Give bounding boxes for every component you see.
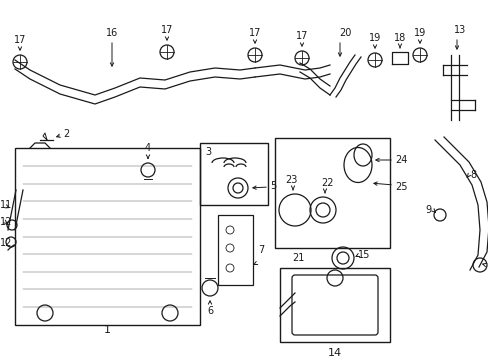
Bar xyxy=(15,148,200,325)
Text: 5: 5 xyxy=(269,181,276,191)
Text: 1: 1 xyxy=(103,325,110,335)
Text: 6: 6 xyxy=(206,306,213,316)
Text: 12: 12 xyxy=(0,217,12,227)
Text: 12: 12 xyxy=(0,238,12,248)
Bar xyxy=(200,143,267,205)
Text: 19: 19 xyxy=(413,28,425,38)
Text: 25: 25 xyxy=(394,182,407,192)
Text: 4: 4 xyxy=(144,143,151,153)
Text: 8: 8 xyxy=(469,170,475,180)
Text: 24: 24 xyxy=(394,155,407,165)
Bar xyxy=(218,215,252,285)
Text: 9: 9 xyxy=(425,205,431,215)
Bar xyxy=(280,268,389,342)
Text: 18: 18 xyxy=(393,33,406,43)
Text: 17: 17 xyxy=(14,35,26,45)
Bar xyxy=(274,138,389,248)
Text: 21: 21 xyxy=(291,253,304,263)
Text: 19: 19 xyxy=(368,33,380,43)
Text: 7: 7 xyxy=(258,245,264,255)
Text: 15: 15 xyxy=(357,250,369,260)
Text: 16: 16 xyxy=(106,28,118,38)
Text: 20: 20 xyxy=(338,28,350,38)
Text: 13: 13 xyxy=(453,25,465,35)
Text: 17: 17 xyxy=(248,28,261,38)
Text: 11: 11 xyxy=(0,200,12,210)
Text: 17: 17 xyxy=(295,31,307,41)
Text: 22: 22 xyxy=(320,178,332,188)
Text: 3: 3 xyxy=(204,147,211,157)
Text: 2: 2 xyxy=(63,129,69,139)
Text: 14: 14 xyxy=(327,348,342,358)
Text: 23: 23 xyxy=(284,175,297,185)
Text: 17: 17 xyxy=(161,25,173,35)
